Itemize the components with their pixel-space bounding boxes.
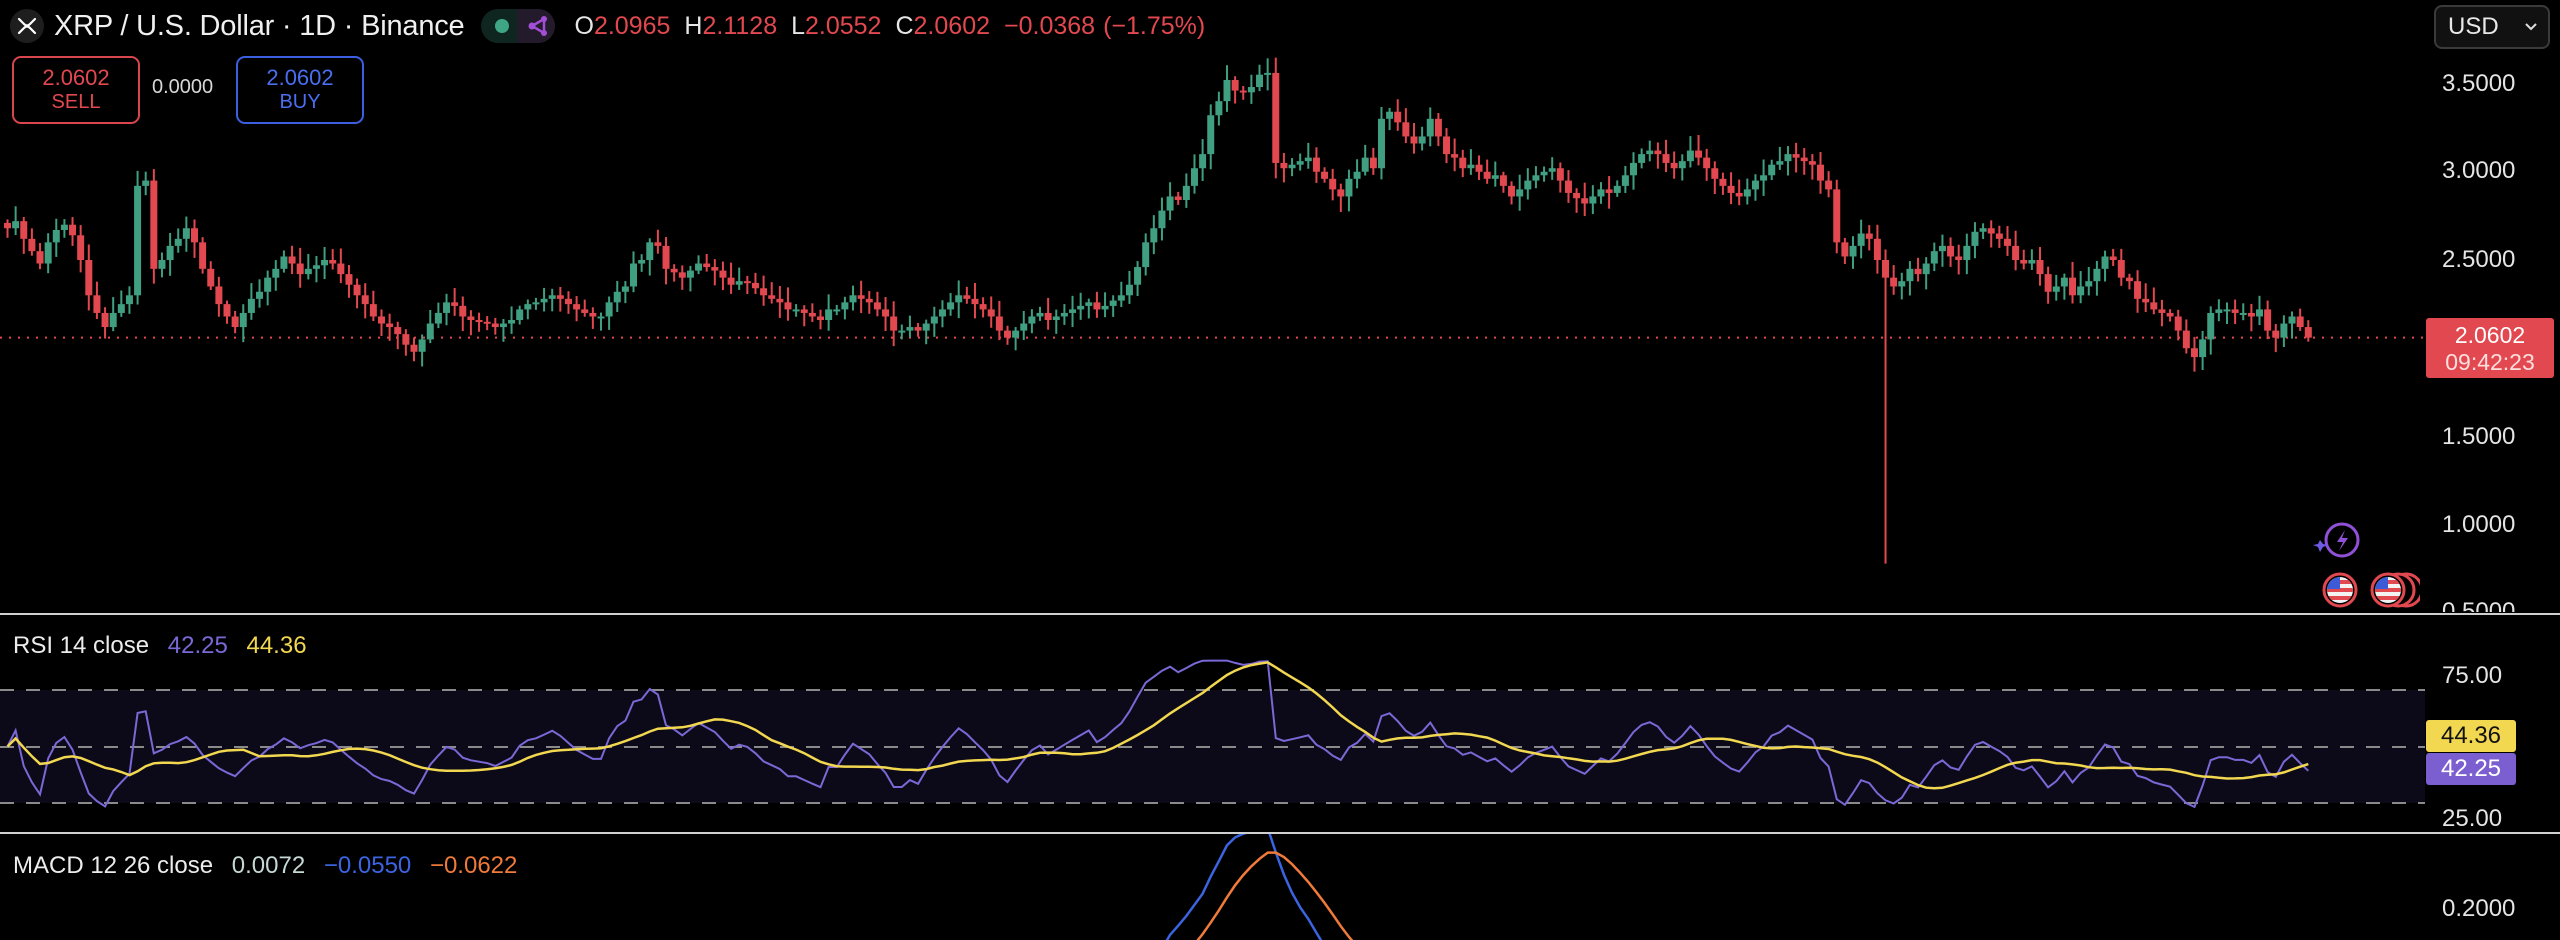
share-network-icon — [528, 16, 547, 36]
spread-value: 0.0000 — [152, 76, 214, 98]
currency-select[interactable]: USD — [2434, 5, 2550, 49]
pane-divider[interactable] — [0, 832, 2560, 834]
macd-line-value: −0.0550 — [323, 852, 412, 879]
open-label: O — [574, 11, 594, 40]
change-percent: (−1.75%) — [1103, 11, 1206, 40]
symbol-title[interactable]: XRP / U.S. Dollar · 1D · Binance — [54, 9, 465, 42]
macd-legend[interactable]: MACD 12 26 close 0.0072 −0.0550 −0.0622 — [13, 852, 529, 880]
macd-histogram-value: 0.0072 — [231, 852, 306, 879]
open-value: 2.0965 — [593, 11, 671, 40]
ohlc-values: O2.0965 H2.1128 L2.0552 C2.0602 −0.0368 … — [575, 12, 1206, 41]
rsi-tick: 75.00 — [2442, 662, 2503, 689]
low-value: 2.0552 — [805, 11, 882, 40]
pane-divider[interactable] — [0, 613, 2560, 615]
market-status-pill[interactable] — [480, 9, 555, 43]
chart-header: XRP / U.S. Dollar · 1D · Binance O2.0965… — [0, 0, 2420, 52]
price-tick: 0.5000 — [2442, 598, 2516, 612]
chevron-down-icon — [2525, 23, 2537, 31]
price-tick: 2.5000 — [2442, 246, 2516, 273]
low-label: L — [791, 11, 805, 40]
sell-price: 2.0602 — [42, 65, 110, 90]
buy-button[interactable]: 2.0602 BUY — [236, 56, 364, 124]
change-value: −0.0368 — [1004, 11, 1096, 40]
rsi-ma-value: 44.36 — [246, 632, 307, 659]
close-label: C — [895, 11, 914, 40]
xrp-logo-icon[interactable] — [10, 9, 44, 43]
macd-name: MACD 12 26 close — [13, 852, 214, 879]
price-tick: 1.0000 — [2442, 511, 2516, 538]
current-price: 2.0602 — [2454, 322, 2526, 348]
rsi-name: RSI 14 close — [13, 632, 150, 659]
rsi-value: 42.25 — [167, 632, 228, 659]
sell-label: SELL — [51, 91, 101, 113]
current-price-tag: 2.0602 09:42:23 — [2426, 318, 2554, 378]
close-value: 2.0602 — [913, 11, 990, 40]
us-flag-icon — [2322, 572, 2420, 608]
high-label: H — [684, 11, 703, 40]
economic-events-icons[interactable] — [2320, 570, 2420, 610]
macd-tick: 0.2000 — [2442, 895, 2516, 922]
price-tick: 1.5000 — [2442, 423, 2516, 450]
rsi-badge: 42.25 — [2426, 753, 2516, 785]
rsi-legend[interactable]: RSI 14 close 42.25 44.36 — [13, 632, 319, 660]
buy-price: 2.0602 — [266, 65, 334, 90]
price-tick: 3.0000 — [2442, 157, 2516, 184]
sell-button[interactable]: 2.0602 SELL — [12, 56, 140, 124]
rsi-tick: 25.00 — [2442, 805, 2503, 832]
bar-countdown: 09:42:23 — [2445, 349, 2535, 375]
macd-signal-value: −0.0622 — [429, 852, 518, 879]
price-tick: 3.5000 — [2442, 70, 2516, 97]
market-open-dot-icon — [494, 19, 509, 33]
buy-label: BUY — [279, 91, 321, 113]
currency-value: USD — [2448, 13, 2499, 40]
lightning-event-icon[interactable] — [2312, 520, 2368, 560]
rsi-ma-badge: 44.36 — [2426, 720, 2516, 752]
high-value: 2.1128 — [702, 11, 778, 40]
